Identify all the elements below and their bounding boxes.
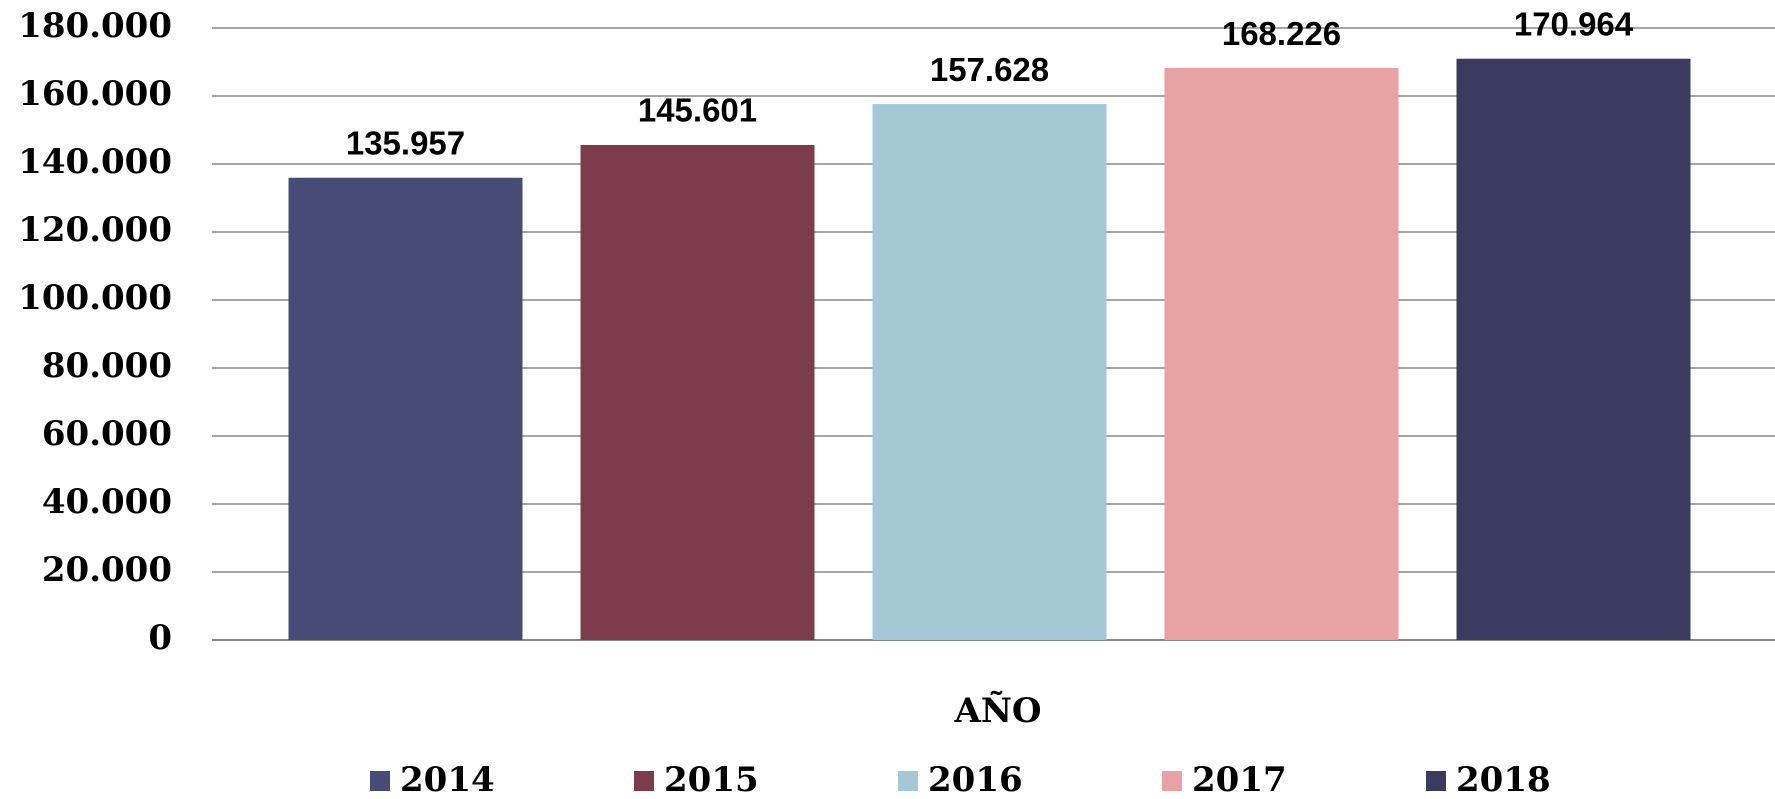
legend-swatch [634,771,654,791]
legend-swatch [898,771,918,791]
y-tick-label: 120.000 [18,210,172,250]
x-axis-title: AÑO [953,691,1041,731]
data-label: 135.957 [346,124,465,161]
y-tick-label: 40.000 [42,482,172,522]
y-tick-label: 0 [148,618,172,658]
y-tick-label: 80.000 [42,346,172,386]
y-tick-label: 20.000 [42,550,172,590]
bar [872,104,1107,640]
y-tick-label: 180.000 [18,6,172,46]
legend-swatch [1426,771,1446,791]
bar [1164,68,1399,640]
legend-label: 2017 [1192,760,1287,799]
legend-swatch [370,771,390,791]
y-tick-label: 100.000 [18,278,172,318]
data-label: 157.628 [930,51,1049,88]
legend-label: 2016 [928,760,1023,799]
y-tick-label: 140.000 [18,142,172,182]
bar [580,144,815,640]
data-label: 170.964 [1514,5,1634,42]
legend-label: 2015 [664,760,759,799]
y-tick-label: 160.000 [18,74,172,114]
legend-label: 2018 [1456,760,1551,799]
data-label: 168.226 [1222,15,1341,52]
bar [288,177,523,640]
bar [1456,58,1691,640]
legend-swatch [1162,771,1182,791]
data-label: 145.601 [638,92,757,129]
y-tick-label: 60.000 [42,414,172,454]
legend-label: 2014 [400,760,495,799]
